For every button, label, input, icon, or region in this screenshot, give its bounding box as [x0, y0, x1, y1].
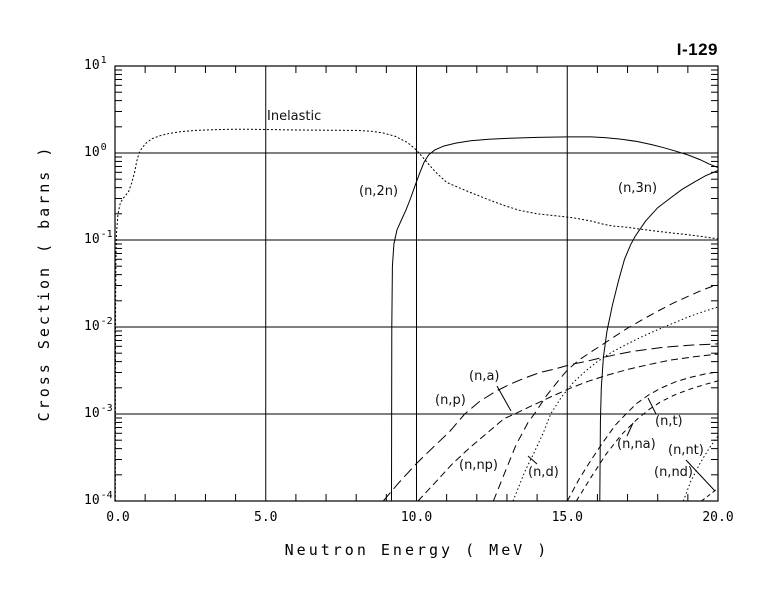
- plot-title: I-129: [676, 40, 718, 59]
- curve-nna: [575, 380, 719, 502]
- plot-border: [114, 65, 719, 502]
- y-tick-label: 10-4: [84, 490, 113, 508]
- curve-nnd: [682, 435, 719, 502]
- curve-label: (n,np): [459, 458, 499, 473]
- label-leader-line: [527, 455, 538, 465]
- curve-nnp: [492, 283, 719, 502]
- curve-np: [382, 343, 719, 502]
- curve-label: (n,d): [528, 465, 559, 480]
- label-leader-line: [626, 422, 634, 437]
- y-tick-exponent: 0: [100, 142, 107, 153]
- curve-nt: [566, 371, 719, 502]
- y-tick-label: 101: [84, 55, 107, 73]
- y-tick-exponent: -1: [100, 229, 113, 240]
- curve-label: (n,na): [617, 437, 656, 452]
- curve-label: (n,2n): [359, 184, 399, 199]
- y-axis-title: Cross Section ( barns ): [35, 144, 53, 422]
- x-tick-label: 0.0: [106, 510, 130, 525]
- curve-nnt: [701, 487, 719, 502]
- label-leader-line: [685, 459, 716, 492]
- y-tick-base: 10: [84, 58, 100, 73]
- y-tick-exponent: 1: [100, 55, 107, 66]
- y-tick-exponent: -3: [100, 403, 113, 414]
- curve-label: (n,3n): [618, 181, 658, 196]
- y-tick-label: 10-2: [84, 316, 113, 334]
- curve-label: Inelastic: [267, 109, 322, 124]
- x-tick-label: 10.0: [400, 510, 433, 525]
- curve-label: (n,nt): [668, 443, 704, 458]
- x-axis-title: Neutron Energy ( MeV ): [284, 541, 550, 559]
- y-tick-base: 10: [84, 493, 100, 508]
- curve-label: (n,a): [469, 369, 500, 384]
- y-tick-base: 10: [84, 406, 100, 421]
- curve-label: (n,nd): [654, 465, 694, 480]
- x-tick-label: 20.0: [702, 510, 734, 525]
- y-tick-base: 10: [84, 319, 100, 334]
- y-tick-base: 10: [84, 145, 100, 160]
- y-tick-base: 10: [84, 232, 100, 247]
- y-tick-exponent: -4: [100, 490, 113, 501]
- curve-n2n: [391, 136, 719, 502]
- curve-na: [417, 353, 719, 502]
- y-tick-label: 100: [84, 142, 107, 160]
- x-tick-label: 15.0: [551, 510, 583, 525]
- label-leader-line: [647, 397, 657, 415]
- curve-label: (n,p): [435, 393, 466, 408]
- x-tick-label: 5.0: [254, 510, 278, 525]
- y-tick-exponent: -2: [100, 316, 113, 327]
- curve-label: (n,t): [655, 414, 683, 429]
- curve-n3n: [599, 170, 719, 502]
- y-tick-label: 10-1: [84, 229, 113, 247]
- y-tick-label: 10-3: [84, 403, 113, 421]
- label-leader-line: [496, 385, 512, 412]
